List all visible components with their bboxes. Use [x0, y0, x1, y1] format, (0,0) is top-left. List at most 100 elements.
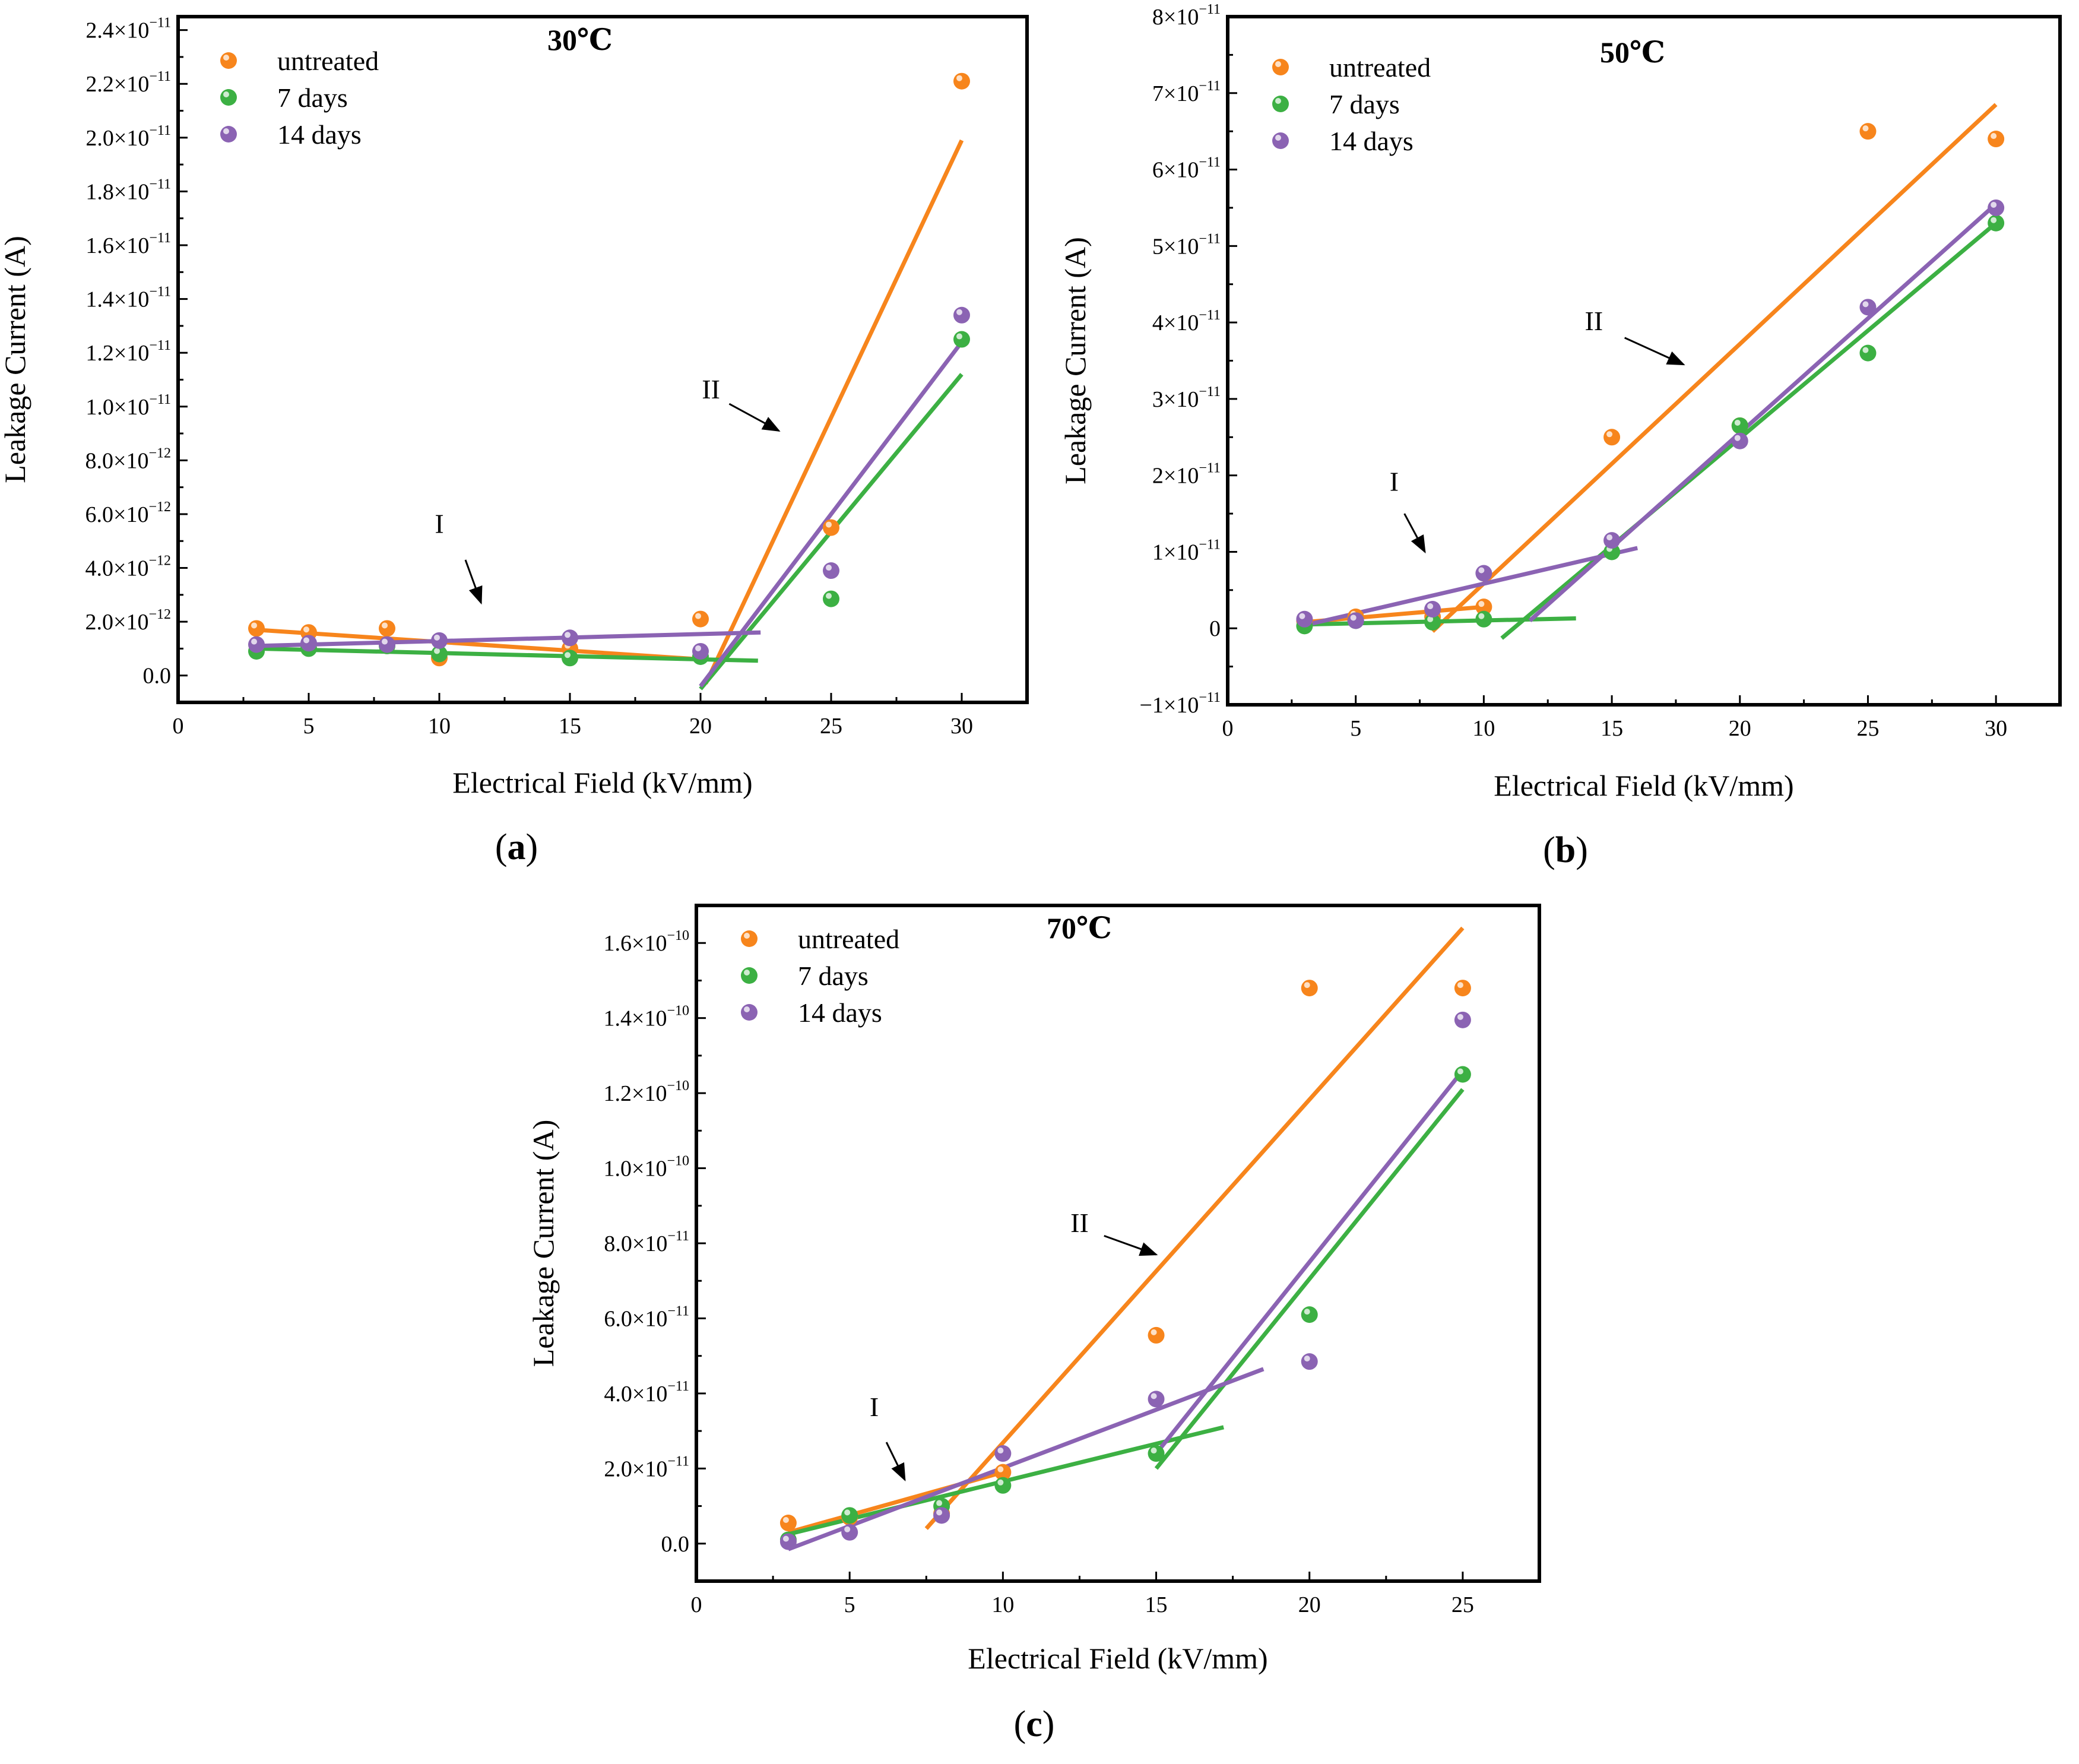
- data-point-highlight: [303, 626, 309, 633]
- data-point-14-days: [431, 632, 448, 649]
- data-point-highlight: [1734, 419, 1741, 426]
- data-point-7-days: [1475, 610, 1492, 628]
- data-point-untreated: [1301, 980, 1318, 997]
- x-tick-label: 0: [1222, 716, 1234, 741]
- data-point-highlight: [251, 638, 257, 645]
- legend-label-14-days: 14 days: [798, 997, 882, 1028]
- data-point-highlight: [844, 1509, 851, 1516]
- y-tick-label: 7×10−11: [1152, 78, 1221, 106]
- y-tick-exponent: −11: [149, 230, 171, 246]
- data-point-highlight: [251, 622, 257, 629]
- x-tick-label: 25: [1452, 1592, 1474, 1617]
- legend-marker-highlight: [744, 933, 750, 939]
- data-point-14-days: [1148, 1391, 1165, 1408]
- data-point-14-days: [300, 635, 317, 652]
- panel-label-letter: b: [1555, 830, 1576, 870]
- region-arrow-1: [1403, 513, 1426, 554]
- y-tick-exponent: −11: [667, 1228, 689, 1244]
- data-point-14-days: [692, 642, 709, 660]
- y-tick-label: 1.0×10−11: [85, 392, 171, 420]
- y-axis-title: Leakage Current (A): [527, 1120, 560, 1367]
- data-point-7-days: [1859, 344, 1877, 362]
- legend-marker-highlight: [1275, 61, 1281, 67]
- legend-marker-highlight: [223, 55, 229, 61]
- y-tick-exponent: −11: [1199, 78, 1221, 94]
- y-axis-title: Leakage Current (A): [1058, 237, 1092, 484]
- data-point-highlight: [1304, 1356, 1310, 1362]
- data-point-7-days: [823, 590, 839, 607]
- region-arrow-1: [885, 1442, 906, 1481]
- fit-line-untreated-region-2: [924, 926, 1465, 1530]
- data-point-highlight: [1734, 435, 1741, 441]
- y-tick-exponent: −11: [149, 176, 171, 192]
- x-axis-title: Electrical Field (kV/mm): [968, 1642, 1267, 1675]
- panel-label-letter: a: [508, 827, 526, 867]
- data-point-untreated: [779, 1515, 797, 1532]
- legend-marker-14-days: [1272, 132, 1289, 149]
- y-tick-label: 0.0: [143, 664, 172, 689]
- y-tick-exponent: −11: [1199, 690, 1221, 705]
- data-point-highlight: [695, 645, 701, 651]
- y-tick-label: 1.0×10−10: [604, 1154, 689, 1182]
- data-point-highlight: [1862, 301, 1869, 308]
- y-tick-exponent: −12: [148, 607, 171, 622]
- panel-a: 0 5 10 15 20 25 30 0.0 2.0×10−12 4.0×10−12 6.0×10−…: [0, 15, 1029, 867]
- data-point-highlight: [1606, 431, 1613, 438]
- chart-title: 70℃: [1047, 911, 1112, 945]
- data-point-14-days: [1424, 601, 1441, 618]
- data-point-untreated: [1988, 131, 2005, 148]
- x-tick-label: 30: [950, 714, 973, 739]
- y-tick-label: 2.0×10−11: [604, 1453, 689, 1481]
- x-tick-label: 20: [1729, 716, 1751, 741]
- y-tick-label: 2.0×10−12: [85, 607, 171, 635]
- y-tick-exponent: −11: [1199, 2, 1221, 17]
- region-arrow-2: [1624, 337, 1685, 366]
- data-point-highlight: [826, 521, 832, 528]
- y-tick-label: 2.2×10−11: [85, 69, 171, 97]
- legend-marker-14-days: [741, 1004, 758, 1021]
- region-label-2: II: [702, 374, 720, 404]
- data-point-14-days: [1859, 299, 1877, 316]
- y-tick-exponent: −11: [667, 1453, 689, 1469]
- legend-marker-highlight: [744, 970, 750, 976]
- legend-label-7-days: 7 days: [798, 961, 869, 991]
- legend-marker-highlight: [1275, 135, 1281, 141]
- data-point-14-days: [1475, 565, 1492, 582]
- chart-title: 30℃: [547, 23, 613, 56]
- y-tick-label: 2×10−11: [1152, 461, 1221, 489]
- y-tick-exponent: −11: [1199, 155, 1221, 170]
- panel-label-open: (: [1543, 830, 1555, 870]
- y-tick-exponent: −11: [1199, 308, 1221, 323]
- data-point-untreated: [1603, 429, 1621, 446]
- data-point-14-days: [379, 636, 395, 653]
- legend-marker-highlight: [223, 91, 229, 97]
- region-arrow-1: [464, 559, 483, 605]
- y-tick-exponent: −10: [667, 1003, 689, 1019]
- data-point-14-days: [562, 629, 578, 647]
- legend-label-untreated: untreated: [277, 46, 379, 76]
- data-point-highlight: [1151, 1393, 1157, 1399]
- data-point-untreated: [379, 620, 395, 637]
- y-tick-label: 1.6×10−11: [85, 230, 171, 258]
- y-tick-exponent: −10: [667, 928, 689, 943]
- y-tick-label: 6.0×10−12: [85, 499, 171, 527]
- data-point-untreated: [692, 610, 709, 628]
- data-point-14-days: [1731, 432, 1748, 449]
- data-point-highlight: [844, 1526, 851, 1532]
- data-point-highlight: [1151, 1329, 1157, 1335]
- y-tick-exponent: −11: [149, 338, 171, 353]
- data-point-highlight: [1606, 534, 1613, 541]
- data-point-highlight: [997, 1448, 1004, 1454]
- panel-label: (b): [1543, 830, 1588, 870]
- y-tick-exponent: −10: [667, 1154, 689, 1169]
- x-tick-label: 0: [173, 714, 184, 739]
- y-tick-label: 4.0×10−12: [85, 553, 171, 581]
- panel-label-letter: c: [1026, 1704, 1042, 1744]
- data-point-14-days: [1301, 1353, 1318, 1370]
- data-point-highlight: [382, 638, 388, 645]
- x-tick-label: 10: [1472, 716, 1495, 741]
- y-tick-label: 6×10−11: [1152, 155, 1221, 183]
- legend-marker-untreated: [741, 930, 758, 947]
- y-tick-exponent: −11: [149, 284, 171, 300]
- x-tick-label: 25: [820, 714, 842, 739]
